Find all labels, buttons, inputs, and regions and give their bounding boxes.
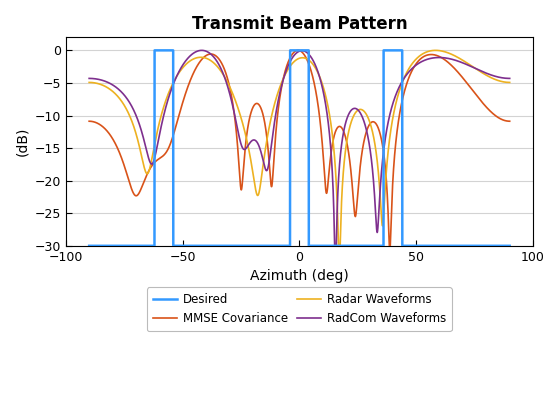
RadCom Waveforms	[506, 76, 513, 81]
RadCom Waveforms	[506, 76, 513, 81]
RadCom Waveforms	[348, 108, 354, 113]
RadCom Waveforms	[466, 63, 473, 68]
MMSE Covariance	[506, 119, 513, 124]
RadCom Waveforms	[86, 76, 92, 81]
Radar Waveforms	[466, 62, 473, 67]
MMSE Covariance	[340, 129, 347, 134]
MMSE Covariance	[466, 84, 473, 89]
Line: MMSE Covariance: MMSE Covariance	[89, 50, 510, 246]
MMSE Covariance	[386, 243, 393, 248]
MMSE Covariance	[295, 48, 301, 53]
Desired	[151, 48, 158, 53]
Desired	[466, 243, 473, 248]
Desired	[340, 243, 347, 248]
Desired	[348, 243, 354, 248]
Line: RadCom Waveforms: RadCom Waveforms	[89, 50, 510, 246]
RadCom Waveforms	[332, 243, 338, 248]
Desired	[203, 243, 210, 248]
Desired	[506, 243, 513, 248]
MMSE Covariance	[176, 112, 183, 117]
Radar Waveforms	[86, 80, 92, 85]
Radar Waveforms	[506, 80, 513, 85]
Desired	[86, 243, 92, 248]
Radar Waveforms	[203, 56, 210, 61]
Radar Waveforms	[348, 121, 354, 126]
RadCom Waveforms	[176, 68, 183, 74]
Radar Waveforms	[432, 48, 439, 53]
Desired	[506, 243, 513, 248]
MMSE Covariance	[86, 119, 92, 124]
MMSE Covariance	[348, 168, 354, 173]
MMSE Covariance	[506, 119, 513, 124]
Radar Waveforms	[176, 70, 183, 75]
Radar Waveforms	[335, 243, 342, 248]
X-axis label: Azimuth (deg): Azimuth (deg)	[250, 269, 349, 283]
Line: Radar Waveforms: Radar Waveforms	[89, 50, 510, 246]
MMSE Covariance	[203, 53, 210, 58]
Radar Waveforms	[506, 80, 513, 85]
Line: Desired: Desired	[89, 50, 510, 246]
RadCom Waveforms	[198, 48, 205, 53]
RadCom Waveforms	[203, 49, 210, 54]
Legend: Desired, MMSE Covariance, Radar Waveforms, RadCom Waveforms: Desired, MMSE Covariance, Radar Waveform…	[147, 287, 452, 331]
RadCom Waveforms	[340, 129, 347, 134]
Title: Transmit Beam Pattern: Transmit Beam Pattern	[192, 15, 407, 33]
Radar Waveforms	[340, 167, 347, 172]
Desired	[176, 243, 183, 248]
Y-axis label: (dB): (dB)	[15, 127, 29, 156]
